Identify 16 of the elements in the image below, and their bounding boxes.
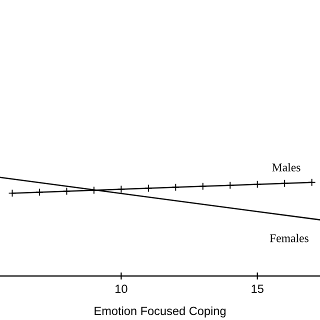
x-tick-label: 15 [252,284,264,294]
x-axis-title: Emotion Focused Coping [94,306,226,318]
point [117,185,126,194]
point [280,179,289,188]
series-label: Males [272,163,300,172]
point [144,184,152,192]
point [226,181,234,190]
point [172,183,180,192]
point [62,187,71,196]
point [308,178,316,186]
point [198,182,207,190]
point [36,188,44,196]
x-tick-label: 10 [116,284,128,294]
series-label: Females [270,234,308,242]
point [8,189,16,198]
point [253,180,262,188]
